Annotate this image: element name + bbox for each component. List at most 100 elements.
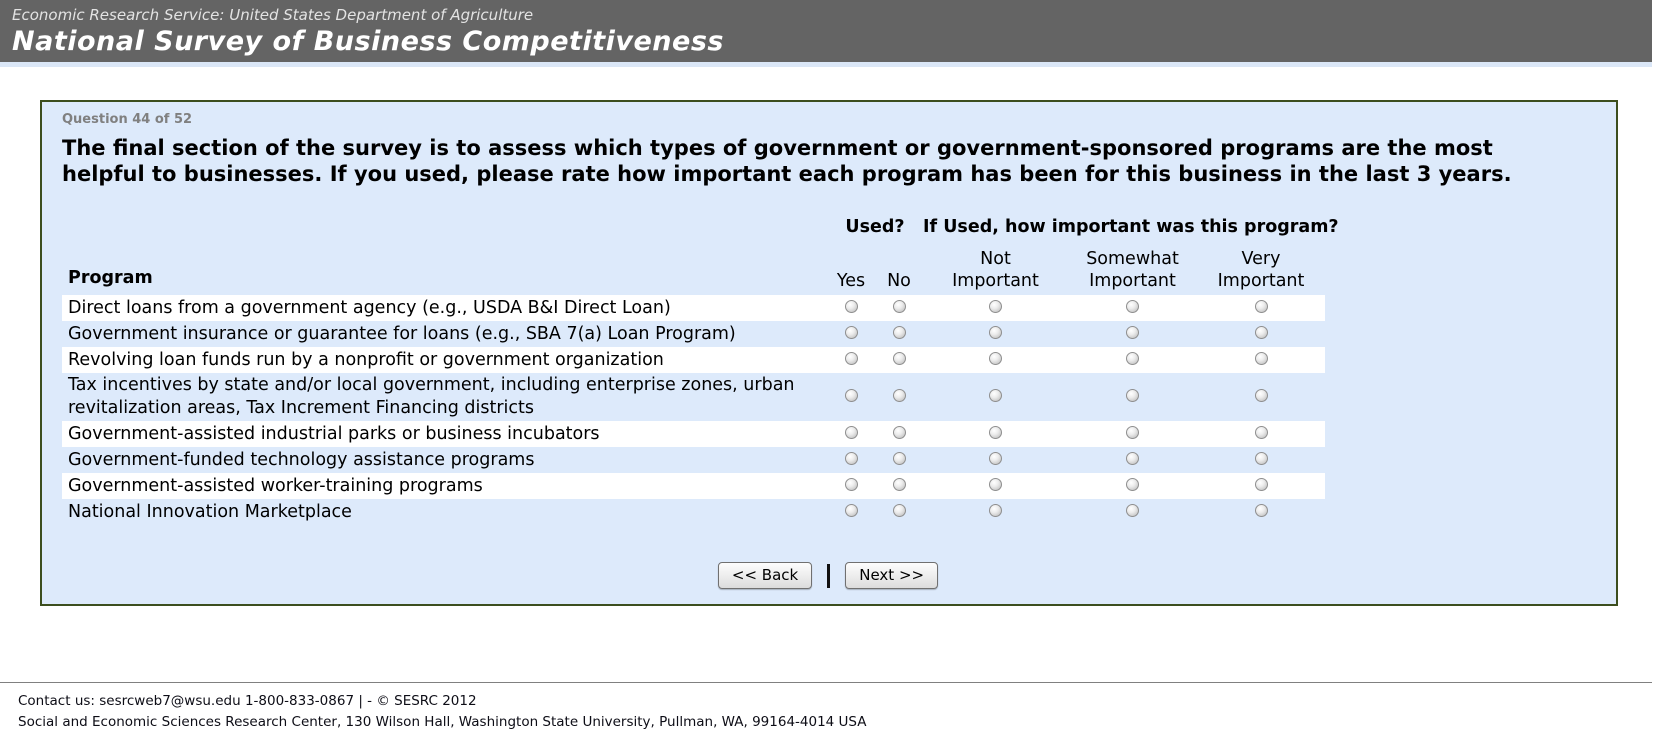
radio-somewhat-important[interactable] <box>1126 426 1139 439</box>
radio-cell <box>1068 321 1197 347</box>
radio-somewhat-important[interactable] <box>1126 504 1139 517</box>
radio-very-important[interactable] <box>1254 452 1268 465</box>
radio-very-important[interactable] <box>1254 300 1268 313</box>
radio-cell <box>923 321 1068 347</box>
question-text: The final section of the survey is to as… <box>62 136 1512 186</box>
radio-cell <box>875 321 923 347</box>
radio-cell <box>923 295 1068 321</box>
radio-cell <box>923 347 1068 373</box>
importance-group-header: If Used, how important was this program? <box>923 217 1339 237</box>
radio-yes[interactable] <box>844 389 858 402</box>
radio-not-important[interactable] <box>989 452 1002 465</box>
program-label: Revolving loan funds run by a nonprofit … <box>68 349 664 370</box>
used-group-header: Used? <box>845 217 905 237</box>
radio-no[interactable] <box>892 426 906 439</box>
radio-somewhat-important[interactable] <box>1126 452 1139 465</box>
radio-yes[interactable] <box>844 352 858 365</box>
radio-not-important[interactable] <box>989 300 1002 313</box>
radio-somewhat-important[interactable] <box>1126 389 1139 402</box>
radio-no[interactable] <box>892 452 906 465</box>
radio-very-important[interactable] <box>1254 352 1268 365</box>
very-important-column-header: Very Important <box>1217 249 1305 291</box>
radio-cell <box>1197 321 1325 347</box>
back-button[interactable]: << Back <box>717 562 813 589</box>
program-header-spacer <box>62 213 827 239</box>
page-footer: Contact us: sesrcweb7@wsu.edu 1-800-833-… <box>0 682 1659 733</box>
radio-cell <box>827 373 875 421</box>
radio-somewhat-important[interactable] <box>1126 326 1139 339</box>
radio-somewhat-important[interactable] <box>1126 300 1139 313</box>
radio-yes[interactable] <box>844 300 858 313</box>
agency-subtitle: Economic Research Service: United States… <box>12 6 534 24</box>
radio-cell <box>1197 473 1325 499</box>
table-row: Government-assisted worker-training prog… <box>62 473 1326 499</box>
radio-cell <box>875 499 923 525</box>
radio-cell <box>1197 347 1325 373</box>
radio-cell <box>1197 421 1325 447</box>
not-important-column-header: Not Important <box>952 249 1039 291</box>
radio-cell <box>1197 447 1325 473</box>
radio-yes[interactable] <box>844 478 858 491</box>
radio-no[interactable] <box>892 326 906 339</box>
group-header-row: Used? If Used, how important was this pr… <box>62 213 1339 239</box>
radio-somewhat-important[interactable] <box>1126 352 1139 365</box>
program-label: Government-assisted worker-training prog… <box>68 475 483 496</box>
radio-somewhat-important[interactable] <box>1126 478 1139 491</box>
radio-cell <box>923 473 1068 499</box>
program-label: Direct loans from a government agency (e… <box>68 297 671 318</box>
radio-cell <box>1068 421 1197 447</box>
radio-cell <box>1197 499 1325 525</box>
footer-divider <box>0 682 1652 683</box>
radio-cell <box>875 473 923 499</box>
radio-not-important[interactable] <box>989 426 1002 439</box>
yes-column-header: Yes <box>836 271 866 291</box>
programs-table: Used? If Used, how important was this pr… <box>62 213 1339 525</box>
radio-cell <box>875 295 923 321</box>
radio-cell <box>1068 295 1197 321</box>
radio-cell <box>923 447 1068 473</box>
program-label: Government-assisted industrial parks or … <box>68 423 600 444</box>
no-column-header: No <box>887 271 911 291</box>
radio-cell <box>1068 447 1197 473</box>
radio-cell <box>827 321 875 347</box>
radio-not-important[interactable] <box>989 478 1002 491</box>
footer-address-line: Social and Economic Sciences Research Ce… <box>18 714 867 730</box>
radio-yes[interactable] <box>844 504 858 517</box>
radio-cell <box>875 373 923 421</box>
radio-very-important[interactable] <box>1254 426 1268 439</box>
table-row: Government-assisted industrial parks or … <box>62 421 1326 447</box>
question-panel: Question 44 of 52 The final section of t… <box>40 100 1618 606</box>
radio-yes[interactable] <box>844 326 858 339</box>
radio-very-important[interactable] <box>1254 478 1268 491</box>
radio-no[interactable] <box>892 478 906 491</box>
program-column-header: Program <box>68 268 153 288</box>
radio-cell <box>1068 499 1197 525</box>
radio-yes[interactable] <box>844 452 858 465</box>
radio-cell <box>827 295 875 321</box>
radio-cell <box>827 347 875 373</box>
radio-very-important[interactable] <box>1254 326 1268 339</box>
radio-no[interactable] <box>892 504 906 517</box>
radio-cell <box>827 447 875 473</box>
radio-no[interactable] <box>892 389 906 402</box>
next-button[interactable]: Next >> <box>845 562 939 589</box>
radio-cell <box>923 421 1068 447</box>
radio-not-important[interactable] <box>989 326 1002 339</box>
radio-not-important[interactable] <box>989 389 1002 402</box>
radio-no[interactable] <box>892 352 906 365</box>
radio-no[interactable] <box>892 300 906 313</box>
radio-very-important[interactable] <box>1254 389 1268 402</box>
somewhat-important-column-header: Somewhat Important <box>1086 249 1179 291</box>
radio-not-important[interactable] <box>989 504 1002 517</box>
radio-cell <box>875 421 923 447</box>
column-header-row: Program Yes No Not Important Somewhat Im… <box>62 239 1325 295</box>
radio-very-important[interactable] <box>1254 504 1268 517</box>
radio-not-important[interactable] <box>989 352 1002 365</box>
program-label: National Innovation Marketplace <box>68 501 352 522</box>
radio-cell <box>827 421 875 447</box>
radio-cell <box>1197 373 1325 421</box>
radio-cell <box>1068 473 1197 499</box>
radio-yes[interactable] <box>844 426 858 439</box>
question-progress: Question 44 of 52 <box>62 112 193 127</box>
top-banner: Economic Research Service: United States… <box>0 0 1652 62</box>
